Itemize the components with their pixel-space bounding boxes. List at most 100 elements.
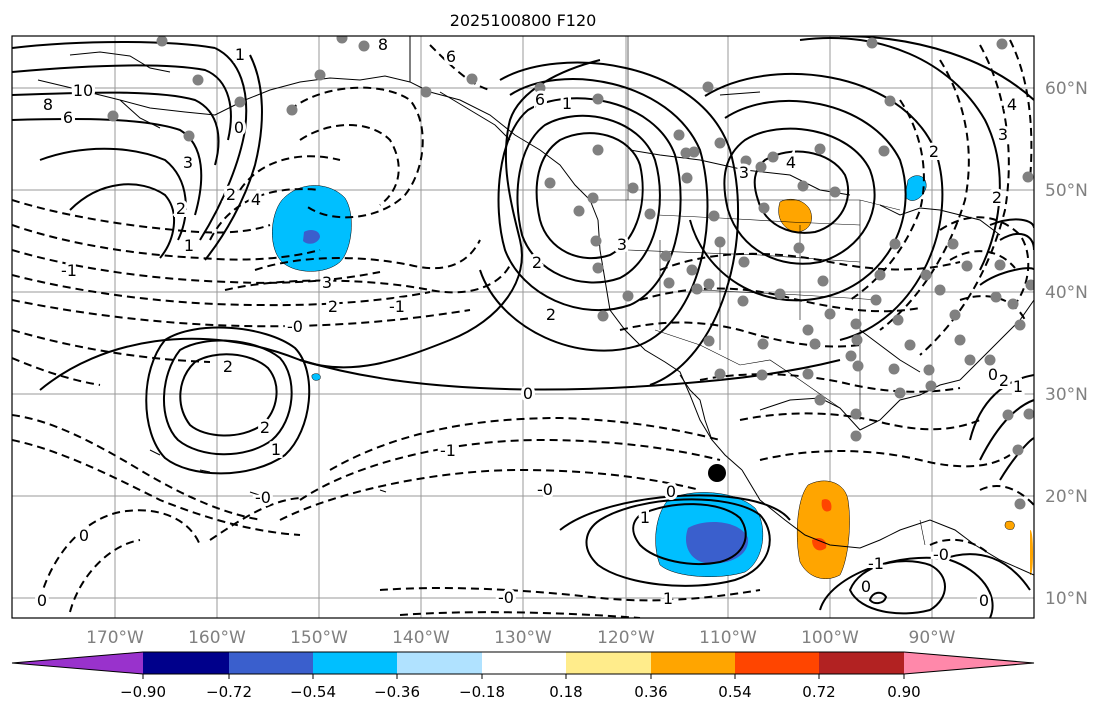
lon-label: 90°W [909,628,956,648]
contour-label: 0 [37,591,47,610]
lon-label: 160°W [188,628,246,648]
shade-small-blue [311,373,321,381]
contour-label: -1 [440,441,456,460]
contour-label: 0 [988,365,998,384]
contour-label: -1 [389,297,405,316]
contour-label: 4 [786,153,796,172]
latitude-labels: 60°N 50°N 40°N 30°N 20°N 10°N [1045,79,1088,609]
contour-label: -0 [537,480,553,499]
contour-label: 10 [73,81,93,100]
lat-label: 40°N [1045,283,1088,303]
contours-dashed [12,39,1034,618]
colorbar-segment [651,652,735,674]
contour-label: 2 [328,297,338,316]
colorbar-tick: 0.18 [549,683,582,701]
colorbar-segment [313,652,397,674]
shade-pacific-blue [272,185,352,272]
colorbar-segment [482,652,566,674]
colorbar-tick: −0.18 [459,683,505,701]
contour-label: 2 [929,142,939,161]
map-title: 2025100800 F120 [450,11,597,30]
contour-label: 0 [666,482,676,501]
lat-label: 20°N [1045,487,1088,507]
colorbar-extend-low [12,652,143,674]
contour-label: 0 [979,591,989,610]
contour-label: 3 [183,153,193,172]
contour-label: -1 [868,554,884,573]
lon-label: 170°W [86,628,144,648]
lat-label: 30°N [1045,385,1088,405]
contour-label: -0 [255,488,271,507]
contour-label: 2 [223,357,233,376]
contour-label: 2 [546,305,556,324]
shade-orange-south [796,480,850,579]
lon-label: 120°W [597,628,655,648]
lon-label: 140°W [392,628,450,648]
contour-label: 1 [663,589,673,608]
contour-label: 0 [79,526,89,545]
shade-orange-edge [1030,529,1033,576]
colorbar-tick: 0.36 [634,683,667,701]
marker-point [708,464,726,482]
contours [12,36,1034,618]
longitude-labels: 170°W 160°W 150°W 140°W 130°W 120°W 110°… [86,628,956,648]
colorbar: −0.90 −0.72 −0.54 −0.36 −0.18 0.18 0.36 … [11,651,1035,701]
colorbar-segment [143,652,229,674]
contour-label: 0 [861,577,871,596]
colorbar-tick: 0.54 [718,683,751,701]
lon-label: 110°W [699,628,757,648]
contour-label: 2 [226,185,236,204]
map-frame [11,35,1035,619]
shade-red-south2 [812,537,827,551]
colorbar-extend-high [904,652,1034,674]
contour-label: 2 [532,253,542,272]
contour-label: 3 [617,235,627,254]
contour-label: 1 [640,508,650,527]
contour-label: 4 [251,190,261,209]
lat-label: 10°N [1045,589,1088,609]
shaded-regions [272,175,1033,579]
contour-label: -0 [287,317,303,336]
contour-label: 8 [378,35,388,54]
contour-label: 6 [535,90,545,109]
contour-label: 2 [176,199,186,218]
contour-label: 2 [992,188,1002,207]
contour-label: 1 [184,236,194,255]
contour-label: -0 [498,588,514,607]
colorbar-tick: 0.90 [887,683,920,701]
shade-mexico-darkblue [685,522,749,564]
shade-red-south1 [821,499,832,512]
colorbar-tick: 0.72 [802,683,835,701]
colorbar-tick: −0.54 [290,683,336,701]
lon-label: 150°W [290,628,348,648]
contour-label: 2 [260,418,270,437]
colorbar-tick: −0.72 [206,683,252,701]
contour-labels: 10 8 6 8 6 3 2 1 0 4 2 1 -1 3 2 -1 -0 2 … [34,35,1026,613]
colorbar-segment [229,652,313,674]
contour-label: 1 [271,440,281,459]
shade-pacific-darkblue [303,229,320,244]
contour-label: 6 [446,47,456,66]
contour-label: 8 [43,95,53,114]
shade-blue-north [904,175,927,201]
contour-label: 4 [1007,95,1017,114]
colorbar-segment [735,652,819,674]
contour-label: 1 [562,94,572,113]
lon-label: 100°W [801,628,859,648]
contour-label: 6 [63,108,73,127]
contour-label: 3 [739,163,749,182]
lat-label: 60°N [1045,79,1088,99]
contour-label: -1 [61,261,77,280]
colorbar-segment [819,652,904,674]
contour-label: 0 [523,384,533,403]
contour-label: 1 [1013,377,1023,396]
colorbar-segment [397,652,482,674]
colorbar-segment [566,652,651,674]
contour-label: 1 [235,45,245,64]
contour-label: 3 [322,273,332,292]
contour-label: -0 [933,545,949,564]
colorbar-tick: −0.36 [374,683,420,701]
colorbar-tick: −0.90 [120,683,166,701]
station-dots [107,36,1034,510]
